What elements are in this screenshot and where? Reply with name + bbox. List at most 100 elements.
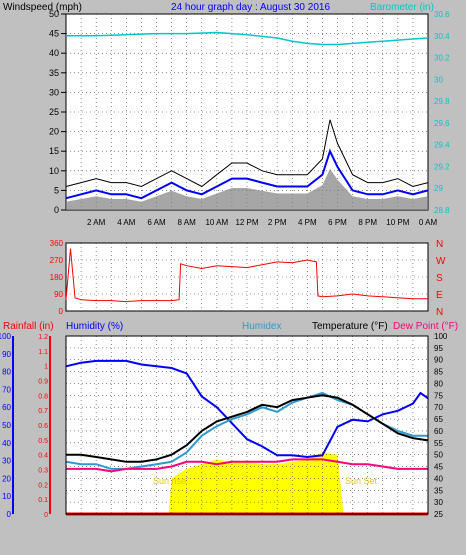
humidity-y-axis: 0 10 20 30 40 50 60 70 80 90 100 bbox=[0, 332, 14, 519]
direction-y-tick-label: 360 bbox=[50, 239, 64, 248]
rainfall-y-tick-label: 0.7 bbox=[38, 408, 48, 415]
direction-y-tick-label: 270 bbox=[50, 256, 64, 265]
temperature-grid bbox=[66, 336, 428, 514]
sunset-label: Sun Set bbox=[345, 476, 378, 486]
time-x-tick-label: 0 AM bbox=[419, 218, 438, 227]
wind-series bbox=[65, 31, 429, 210]
wind-low-area bbox=[66, 168, 428, 210]
temperature-y-tick-label: 100 bbox=[434, 332, 448, 341]
wind-y-tick-label: 35 bbox=[49, 68, 59, 78]
wind-grid bbox=[66, 14, 428, 210]
time-x-tick-label: 4 PM bbox=[298, 218, 317, 227]
humidity-label: Humidity (%) bbox=[66, 321, 123, 332]
barometer-y-tick-label: 28.8 bbox=[434, 206, 450, 215]
dewpoint-label: Dew Point (°F) bbox=[393, 321, 458, 332]
rainfall-y-axis: 0 0.1 0.2 0.3 0.4 0.5 0.6 0.7 0.8 0.9 1 1.1 1.2 bbox=[38, 334, 51, 519]
temperature-y-tick-label: 85 bbox=[434, 368, 443, 377]
rainfall-y-tick-label: 0.8 bbox=[38, 393, 48, 400]
temperature-y-tick-label: 25 bbox=[434, 510, 443, 519]
barometer-label: Barometer (in) bbox=[370, 2, 434, 13]
direction-y-axis: 0 90 180 270 360 bbox=[50, 239, 64, 316]
barometer-y-tick-label: 29.6 bbox=[434, 119, 450, 128]
temperature-y-tick-label: 70 bbox=[434, 403, 443, 412]
humidity-y-tick-label: 100 bbox=[0, 332, 12, 341]
wind-y-tick-label: 0 bbox=[54, 205, 59, 215]
average-windspeed-line bbox=[65, 148, 429, 200]
direction-grid bbox=[66, 243, 428, 311]
windspeed-line bbox=[65, 119, 429, 188]
rainfall-y-tick-label: 0.6 bbox=[38, 423, 48, 430]
barometer-line bbox=[66, 31, 429, 46]
temperature-y-tick-label: 75 bbox=[434, 391, 443, 400]
rainfall-label: Rainfall (in) bbox=[3, 321, 54, 332]
barometer-y-tick-label: 30.4 bbox=[434, 32, 450, 41]
humidity-y-tick-label: 70 bbox=[2, 385, 11, 394]
time-x-axis: 2 AM 4 AM 6 AM 8 AM 10 AM 12 PM 2 PM 4 PM 6 PM 8 … bbox=[87, 218, 437, 227]
dewpoint-line bbox=[66, 458, 428, 473]
direction-y-tick-label: 0 bbox=[59, 307, 64, 316]
barometer-y-tick-label: 30.2 bbox=[434, 54, 450, 63]
time-x-tick-label: 2 AM bbox=[87, 218, 106, 227]
rainfall-y-tick-label: 0.9 bbox=[38, 379, 48, 386]
temperature-plot-frame bbox=[65, 335, 429, 515]
wind-y-tick-label: 20 bbox=[49, 127, 59, 137]
rainfall-y-tick-label: 0.5 bbox=[38, 438, 48, 445]
humidity-y-tick-label: 30 bbox=[2, 457, 11, 466]
wind-y-tick-label: 25 bbox=[49, 107, 59, 117]
compass-y-tick-label: N bbox=[436, 239, 443, 250]
humidity-y-tick-label: 40 bbox=[2, 439, 11, 448]
time-x-tick-label: 4 AM bbox=[117, 218, 136, 227]
rainfall-y-tick-label: 0.1 bbox=[38, 497, 48, 504]
time-x-tick-label: 2 PM bbox=[268, 218, 287, 227]
compass-y-tick-label: E bbox=[436, 290, 443, 301]
temperature-y-tick-label: 95 bbox=[434, 344, 443, 353]
wind-y-tick-label: 50 bbox=[49, 9, 59, 19]
humidity-y-tick-label: 90 bbox=[2, 350, 11, 359]
wind-direction-line bbox=[65, 248, 428, 303]
barometer-y-tick-label: 29.4 bbox=[434, 141, 450, 150]
solar-radiation-area bbox=[168, 452, 344, 514]
rainfall-y-tick-label: 0.3 bbox=[38, 468, 48, 475]
humidity-line bbox=[65, 359, 429, 459]
time-x-tick-label: 10 PM bbox=[386, 218, 409, 227]
time-x-tick-label: 12 PM bbox=[235, 218, 258, 227]
temperature-y-tick-label: 80 bbox=[434, 379, 443, 388]
temperature-y-axis: 25 30 35 40 45 50 55 60 65 70 75 80 85 90 95 100 bbox=[434, 332, 448, 519]
rainfall-y-tick-label: 0.4 bbox=[38, 453, 48, 460]
barometer-y-tick-label: 29.2 bbox=[434, 162, 450, 171]
solar-area bbox=[168, 452, 344, 514]
rainfall-y-tick-label: 1.1 bbox=[38, 349, 48, 356]
direction-series bbox=[65, 248, 428, 303]
humidity-y-tick-label: 20 bbox=[2, 474, 11, 483]
humidex-label: Humidex bbox=[242, 321, 281, 332]
temperature-y-tick-label: 65 bbox=[434, 415, 443, 424]
temperature-label: Temperature (°F) bbox=[312, 321, 388, 332]
temperature-y-tick-label: 60 bbox=[434, 427, 443, 436]
wind-y-tick-label: 30 bbox=[49, 87, 59, 97]
rainfall-y-tick-label: 1 bbox=[44, 364, 48, 371]
wind-y-axis: 0 5 10 15 20 25 30 35 40 45 50 bbox=[49, 9, 66, 215]
temperature-y-tick-label: 50 bbox=[434, 451, 443, 460]
barometer-y-tick-label: 29 bbox=[434, 184, 443, 193]
time-x-tick-label: 8 AM bbox=[178, 218, 197, 227]
temperature-y-tick-label: 30 bbox=[434, 498, 443, 507]
time-x-tick-label: 6 PM bbox=[328, 218, 347, 227]
direction-y-tick-label: 90 bbox=[54, 290, 63, 299]
barometer-y-tick-label: 30.6 bbox=[434, 10, 450, 19]
wind-y-tick-label: 15 bbox=[49, 146, 59, 156]
humidity-y-tick-label: 80 bbox=[2, 368, 11, 377]
compass-y-tick-label: S bbox=[436, 273, 443, 284]
barometer-y-tick-label: 29.8 bbox=[434, 97, 450, 106]
windspeed-label: Windspeed (mph) bbox=[3, 2, 82, 13]
time-x-tick-label: 10 AM bbox=[205, 218, 228, 227]
temperature-y-tick-label: 90 bbox=[434, 356, 443, 365]
humidity-y-tick-label: 0 bbox=[7, 510, 12, 519]
rainfall-y-tick-label: 1.2 bbox=[38, 334, 48, 341]
rainfall-y-tick-label: 0.2 bbox=[38, 482, 48, 489]
graph-title: 24 hour graph day : August 30 2016 bbox=[171, 2, 330, 13]
wind-y-tick-label: 45 bbox=[49, 29, 59, 39]
humidity-y-tick-label: 50 bbox=[2, 421, 11, 430]
